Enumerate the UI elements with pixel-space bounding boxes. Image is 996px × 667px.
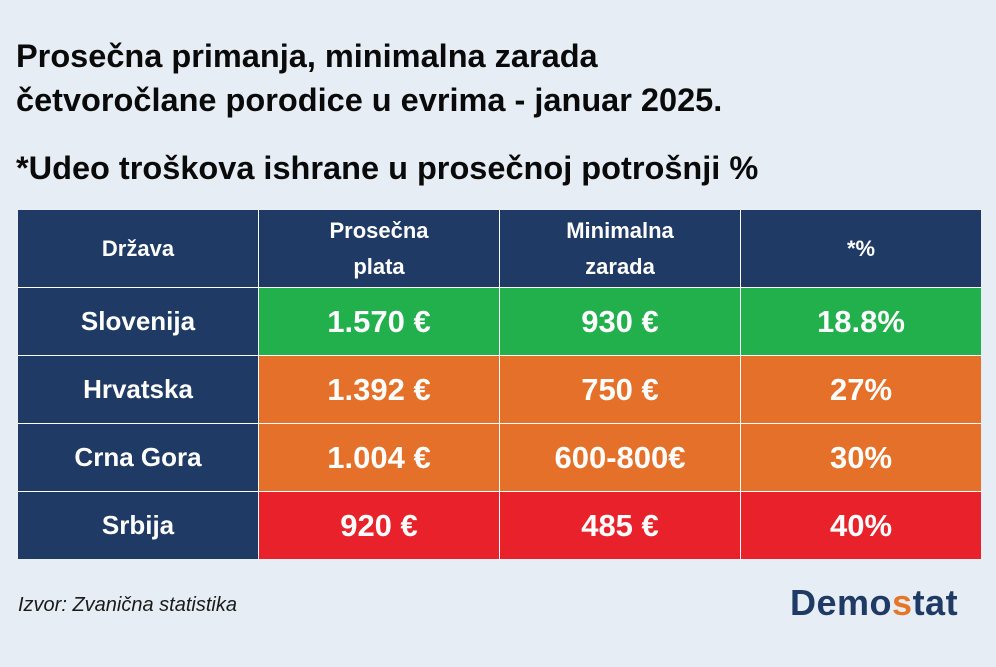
demostat-logo: Demostat xyxy=(790,582,958,624)
minimum-wage-cell: 930 € xyxy=(500,288,740,355)
food-share-cell: 40% xyxy=(741,492,981,559)
header-minimum-wage-label: Minimalna zarada xyxy=(566,217,674,279)
country-cell: Srbija xyxy=(18,492,258,559)
minimum-wage-cell: 750 € xyxy=(500,356,740,423)
header-country: Država xyxy=(18,210,258,287)
country-cell: Hrvatska xyxy=(18,356,258,423)
average-salary-cell: 1.004 € xyxy=(259,424,499,491)
data-table: Država Prosečna plata Minimalna zarada *… xyxy=(18,210,981,559)
food-share-cell: 27% xyxy=(741,356,981,423)
country-cell: Crna Gora xyxy=(18,424,258,491)
average-salary-cell: 920 € xyxy=(259,492,499,559)
title-line-2: četvoročlane porodice u evrima - januar … xyxy=(16,82,723,118)
chart-subtitle: *Udeo troškova ishrane u prosečnoj potro… xyxy=(16,150,759,186)
header-average-salary-label: Prosečna plata xyxy=(329,217,429,279)
logo-part-2: s xyxy=(892,582,913,623)
title-line-1: Prosečna primanja, minimalna zarada xyxy=(16,38,598,74)
country-cell: Slovenija xyxy=(18,288,258,355)
minimum-wage-cell: 600-800€ xyxy=(500,424,740,491)
average-salary-cell: 1.392 € xyxy=(259,356,499,423)
logo-part-3: tat xyxy=(912,582,959,623)
average-salary-cell: 1.570 € xyxy=(259,288,499,355)
header-average-salary: Prosečna plata xyxy=(259,210,499,287)
minimum-wage-cell: 485 € xyxy=(500,492,740,559)
source-note: Izvor: Zvanična statistika xyxy=(18,594,237,616)
food-share-cell: 30% xyxy=(741,424,981,491)
logo-part-1: Demo xyxy=(790,582,893,623)
chart-title: Prosečna primanja, minimalna zarada četv… xyxy=(16,34,986,122)
header-food-share: *% xyxy=(741,210,981,287)
food-share-cell: 18.8% xyxy=(741,288,981,355)
header-minimum-wage: Minimalna zarada xyxy=(500,210,740,287)
